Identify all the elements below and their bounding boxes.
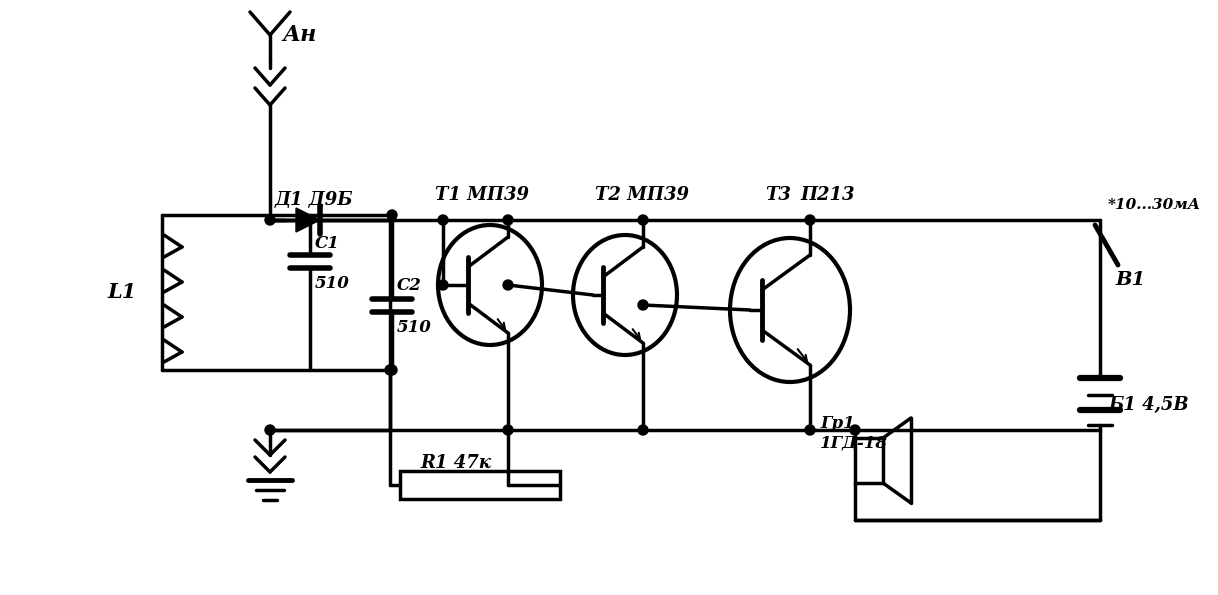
- Text: 510: 510: [397, 318, 432, 336]
- Text: Т2 МП39: Т2 МП39: [596, 186, 689, 204]
- Circle shape: [503, 425, 513, 435]
- Bar: [855, 438, 883, 483]
- Polygon shape: [296, 208, 320, 232]
- Circle shape: [805, 425, 815, 435]
- Text: Гр1: Гр1: [820, 415, 855, 431]
- Circle shape: [805, 215, 815, 225]
- Circle shape: [266, 215, 275, 225]
- Text: Т1 МП39: Т1 МП39: [435, 186, 529, 204]
- Text: 1ГД-18: 1ГД-18: [820, 434, 888, 452]
- Circle shape: [438, 215, 448, 225]
- Text: С2: С2: [397, 277, 421, 293]
- Text: В1: В1: [1114, 271, 1145, 289]
- Text: *10...30мА: *10...30мА: [1108, 198, 1201, 212]
- Circle shape: [387, 365, 397, 375]
- Circle shape: [385, 365, 395, 375]
- Circle shape: [850, 425, 860, 435]
- Circle shape: [503, 280, 513, 290]
- Circle shape: [266, 425, 275, 435]
- Text: 510: 510: [315, 274, 350, 292]
- Text: С1: С1: [315, 234, 340, 252]
- Bar: [400, 471, 560, 499]
- Circle shape: [638, 215, 648, 225]
- Text: Б1 4,5В: Б1 4,5В: [1108, 396, 1189, 414]
- Text: П213: П213: [800, 186, 855, 204]
- Text: Т3: Т3: [765, 186, 790, 204]
- Circle shape: [503, 215, 513, 225]
- Text: L1: L1: [107, 282, 136, 302]
- Text: Д1 Д9Б: Д1 Д9Б: [275, 191, 353, 209]
- Text: R1 47к: R1 47к: [420, 454, 491, 472]
- Circle shape: [638, 425, 648, 435]
- Text: Ан: Ан: [283, 24, 317, 46]
- Circle shape: [638, 300, 648, 310]
- Circle shape: [438, 280, 448, 290]
- Circle shape: [387, 210, 397, 220]
